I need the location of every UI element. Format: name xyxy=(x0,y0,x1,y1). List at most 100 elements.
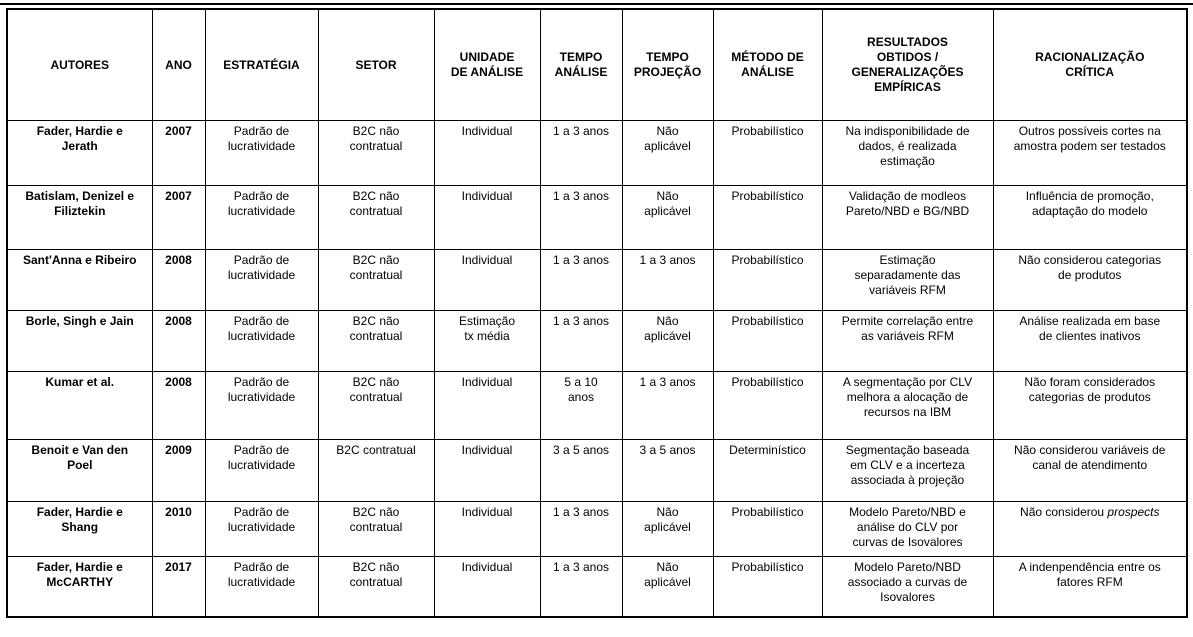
cell-tempo-analise: 1 a 3 anos xyxy=(539,556,623,617)
cell-unidade-de-analise: Individual xyxy=(433,371,541,440)
table-row: Fader, Hardie e Shang 2010 Padrão de lucra… xyxy=(6,501,1188,557)
table-row: Borle, Singh e Jain 2008 Padrão de lucrati… xyxy=(6,310,1188,372)
cell-autores: Kumar et al. xyxy=(6,371,153,440)
cell-racionalizacao-critica: Não considerou prospects xyxy=(992,501,1188,557)
cell-resultados-obtidos: Modelo Pareto/NBD associado a curvas de … xyxy=(821,556,994,617)
cell-estrategia: Padrão de lucratividade xyxy=(204,439,319,502)
cell-autores: Benoit e Van den Poel xyxy=(6,439,153,502)
cell-autores: Batislam, Denizel e Filiztekin xyxy=(6,185,153,250)
cell-tempo-projecao: 1 a 3 anos xyxy=(621,249,714,311)
cell-racionalizacao-critica: A indenpendência entre os fatores RFM xyxy=(992,556,1188,617)
cell-tempo-projecao: 3 a 5 anos xyxy=(621,439,714,502)
cell-resultados-obtidos: Permite correlação entre as variáveis RF… xyxy=(821,310,994,372)
table-row: Benoit e Van den Poel 2009 Padrão de lucra… xyxy=(6,439,1188,502)
cell-tempo-analise: 5 a 10 anos xyxy=(539,371,623,440)
cell-resultados-obtidos: Estimação separadamente das variáveis RF… xyxy=(821,249,994,311)
cell-resultados-obtidos: Modelo Pareto/NBD e análise do CLV por c… xyxy=(821,501,994,557)
cell-metodo-de-analise: Probabilístico xyxy=(712,310,823,372)
cell-tempo-projecao: Não aplicável xyxy=(621,501,714,557)
table-header-row: AUTORES ANO ESTRATÉGIA SETOR UNIDADE DE ANÁL… xyxy=(6,8,1188,121)
cell-ano: 2008 xyxy=(151,249,206,311)
column-header-resultados-obtidos: RESULTADOS OBTIDOS / GENERALIZAÇÕES EMPÍ… xyxy=(821,8,994,121)
cell-unidade-de-analise: Individual xyxy=(433,185,541,250)
cell-tempo-projecao: Não aplicável xyxy=(621,310,714,372)
cell-ano: 2017 xyxy=(151,556,206,617)
cell-ano: 2008 xyxy=(151,371,206,440)
column-header-tempo-analise: TEMPO ANÁLISE xyxy=(539,8,623,121)
cell-tempo-analise: 1 a 3 anos xyxy=(539,310,623,372)
cell-resultados-obtidos: A segmentação por CLV melhora a alocação… xyxy=(821,371,994,440)
cell-ano: 2009 xyxy=(151,439,206,502)
cell-tempo-projecao: 1 a 3 anos xyxy=(621,371,714,440)
cell-racionalizacao-critica: Influência de promoção, adaptação do mod… xyxy=(992,185,1188,250)
cell-setor: B2C contratual xyxy=(317,439,435,502)
cell-resultados-obtidos: Na indisponibilidade de dados, é realiza… xyxy=(821,120,994,186)
cell-autores: Fader, Hardie e McCARTHY xyxy=(6,556,153,617)
cell-tempo-projecao: Não aplicável xyxy=(621,120,714,186)
cell-setor: B2C não contratual xyxy=(317,310,435,372)
column-header-tempo-projecao: TEMPO PROJEÇÃO xyxy=(621,8,714,121)
cell-unidade-de-analise: Estimação tx média xyxy=(433,310,541,372)
cell-resultados-obtidos: Validação de modleos Pareto/NBD e BG/NBD xyxy=(821,185,994,250)
cell-resultados-obtidos: Segmentação baseada em CLV e a incerteza… xyxy=(821,439,994,502)
column-header-setor: SETOR xyxy=(317,8,435,121)
cell-metodo-de-analise: Probabilístico xyxy=(712,249,823,311)
cell-estrategia: Padrão de lucratividade xyxy=(204,310,319,372)
cell-unidade-de-analise: Individual xyxy=(433,249,541,311)
cell-setor: B2C não contratual xyxy=(317,185,435,250)
cell-tempo-analise: 1 a 3 anos xyxy=(539,120,623,186)
cell-estrategia: Padrão de lucratividade xyxy=(204,556,319,617)
cell-estrategia: Padrão de lucratividade xyxy=(204,120,319,186)
cell-tempo-analise: 1 a 3 anos xyxy=(539,501,623,557)
cell-tempo-analise: 3 a 5 anos xyxy=(539,439,623,502)
cell-autores: Fader, Hardie e Shang xyxy=(6,501,153,557)
table-row: Kumar et al. 2008 Padrão de lucratividade B… xyxy=(6,371,1188,440)
table-header: AUTORES ANO ESTRATÉGIA SETOR UNIDADE DE ANÁL… xyxy=(6,8,1188,121)
cell-unidade-de-analise: Individual xyxy=(433,556,541,617)
cell-racionalizacao-critica: Não considerou categorias de produtos xyxy=(992,249,1188,311)
literature-review-table: AUTORES ANO ESTRATÉGIA SETOR UNIDADE DE ANÁL… xyxy=(6,8,1188,618)
column-header-unidade-de-analise: UNIDADE DE ANÁLISE xyxy=(433,8,541,121)
column-header-ano: ANO xyxy=(151,8,206,121)
cell-autores: Borle, Singh e Jain xyxy=(6,310,153,372)
column-header-racionalizacao-critica: RACIONALIZAÇÃO CRÍTICA xyxy=(992,8,1188,121)
table-row: Fader, Hardie e Jerath 2007 Padrão de lucr… xyxy=(6,120,1188,186)
cell-racionalizacao-critica: Não considerou variáveis de canal de ate… xyxy=(992,439,1188,502)
table-row: Fader, Hardie e McCARTHY 2017 Padrão de lu… xyxy=(6,556,1188,617)
cell-setor: B2C não contratual xyxy=(317,371,435,440)
cell-ano: 2008 xyxy=(151,310,206,372)
cell-metodo-de-analise: Probabilístico xyxy=(712,185,823,250)
column-header-autores: AUTORES xyxy=(6,8,153,121)
table-body: Fader, Hardie e Jerath 2007 Padrão de lucr… xyxy=(6,120,1188,617)
cell-autores: Sant'Anna e Ribeiro xyxy=(6,249,153,311)
cell-unidade-de-analise: Individual xyxy=(433,120,541,186)
cell-metodo-de-analise: Probabilístico xyxy=(712,371,823,440)
cell-unidade-de-analise: Individual xyxy=(433,439,541,502)
column-header-estrategia: ESTRATÉGIA xyxy=(204,8,319,121)
cell-unidade-de-analise: Individual xyxy=(433,501,541,557)
cell-estrategia: Padrão de lucratividade xyxy=(204,249,319,311)
cell-racionalizacao-critica: Não foram considerados categorias de pro… xyxy=(992,371,1188,440)
table-row: Batislam, Denizel e Filiztekin 2007 Padrão… xyxy=(6,185,1188,250)
cell-setor: B2C não contratual xyxy=(317,556,435,617)
cell-setor: B2C não contratual xyxy=(317,501,435,557)
cell-metodo-de-analise: Probabilístico xyxy=(712,120,823,186)
table-top-rule xyxy=(0,3,1193,5)
cell-estrategia: Padrão de lucratividade xyxy=(204,185,319,250)
cell-racionalizacao-critica: Análise realizada em base de clientes in… xyxy=(992,310,1188,372)
cell-ano: 2010 xyxy=(151,501,206,557)
cell-tempo-analise: 1 a 3 anos xyxy=(539,249,623,311)
cell-setor: B2C não contratual xyxy=(317,249,435,311)
cell-racionalizacao-critica: Outros possíveis cortes na amostra podem… xyxy=(992,120,1188,186)
column-header-metodo-de-analise: MÉTODO DE ANÁLISE xyxy=(712,8,823,121)
cell-tempo-analise: 1 a 3 anos xyxy=(539,185,623,250)
cell-estrategia: Padrão de lucratividade xyxy=(204,501,319,557)
cell-metodo-de-analise: Determinístico xyxy=(712,439,823,502)
table-row: Sant'Anna e Ribeiro 2008 Padrão de lucrati… xyxy=(6,249,1188,311)
cell-estrategia: Padrão de lucratividade xyxy=(204,371,319,440)
cell-tempo-projecao: Não aplicável xyxy=(621,556,714,617)
cell-metodo-de-analise: Probabilístico xyxy=(712,556,823,617)
cell-tempo-projecao: Não aplicável xyxy=(621,185,714,250)
cell-ano: 2007 xyxy=(151,120,206,186)
